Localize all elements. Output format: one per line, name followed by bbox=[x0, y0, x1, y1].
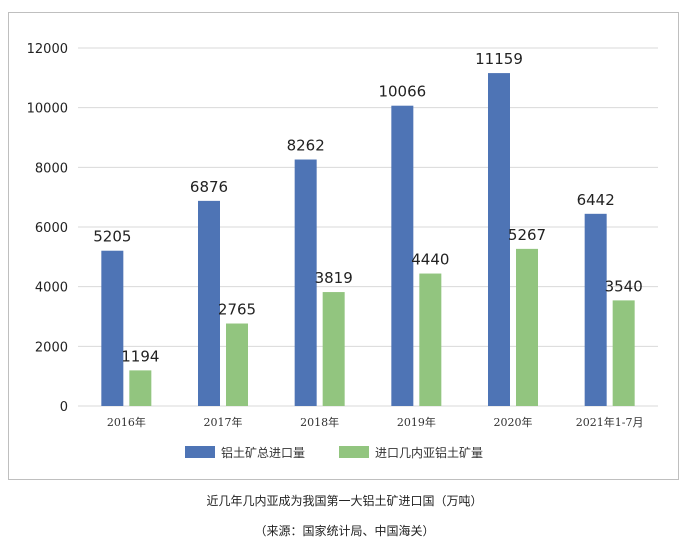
data-labels: 5205 1194 6876 2765 8262 3819 10066 4440 11159 52… bbox=[93, 50, 643, 365]
data-label: 2765 bbox=[218, 301, 256, 319]
x-axis: 2016年 2017年 2018年 2019年 2020年 2021年1-7月 bbox=[107, 415, 644, 429]
legend-label: 进口几内亚铝土矿量 bbox=[375, 445, 483, 460]
bar-guinea bbox=[129, 370, 152, 406]
y-tick-label: 8000 bbox=[35, 161, 68, 176]
data-label: 3540 bbox=[605, 277, 643, 295]
bar-guinea bbox=[322, 292, 345, 406]
gridlines bbox=[78, 47, 658, 407]
bar-guinea bbox=[516, 248, 538, 406]
bar-chart: 0 2000 4000 6000 8000 10000 12000 5205 1194 6876… bbox=[27, 42, 658, 460]
bar-total bbox=[488, 73, 510, 406]
bar-total bbox=[101, 250, 124, 406]
x-tick-label: 2017年 bbox=[204, 415, 243, 429]
legend-swatch bbox=[339, 446, 369, 458]
x-tick-label: 2019年 bbox=[397, 415, 436, 429]
bars bbox=[101, 73, 635, 407]
chart-title: 近几年几内亚成为我国第一大铝土矿进口国（万吨） bbox=[206, 494, 483, 508]
x-tick-label: 2018年 bbox=[300, 415, 339, 429]
data-label: 1194 bbox=[121, 347, 159, 365]
bar-guinea bbox=[226, 323, 248, 406]
bar-total bbox=[198, 200, 220, 406]
y-tick-label: 10000 bbox=[27, 102, 68, 117]
y-tick-label: 2000 bbox=[35, 340, 68, 355]
y-tick-label: 0 bbox=[60, 400, 68, 415]
bar-guinea bbox=[612, 300, 635, 406]
data-label: 4440 bbox=[411, 251, 449, 269]
legend-swatch bbox=[185, 446, 215, 458]
y-axis: 0 2000 4000 6000 8000 10000 12000 bbox=[27, 42, 68, 415]
data-label: 5267 bbox=[508, 226, 546, 244]
x-tick-label: 2020年 bbox=[494, 415, 533, 429]
data-label: 6442 bbox=[577, 191, 615, 209]
x-tick-label: 2021年1-7月 bbox=[576, 415, 644, 429]
bar-total bbox=[391, 105, 414, 407]
y-tick-label: 12000 bbox=[27, 42, 68, 57]
legend-label: 铝土矿总进口量 bbox=[221, 445, 305, 460]
y-tick-label: 4000 bbox=[35, 281, 68, 296]
data-label: 8262 bbox=[287, 137, 325, 155]
data-label: 3819 bbox=[315, 269, 353, 287]
bar-total bbox=[584, 213, 607, 406]
x-tick-label: 2016年 bbox=[107, 415, 146, 429]
legend: 铝土矿总进口量 进口几内亚铝土矿量 bbox=[185, 445, 483, 460]
bar-guinea bbox=[419, 273, 442, 406]
bar-total bbox=[294, 159, 317, 406]
data-label: 10066 bbox=[378, 83, 426, 101]
y-tick-label: 6000 bbox=[35, 221, 68, 236]
data-label: 6876 bbox=[190, 178, 228, 196]
data-label: 11159 bbox=[475, 50, 523, 68]
data-label: 5205 bbox=[93, 228, 131, 246]
chart-source: （来源：国家统计局、中国海关） bbox=[254, 524, 435, 538]
